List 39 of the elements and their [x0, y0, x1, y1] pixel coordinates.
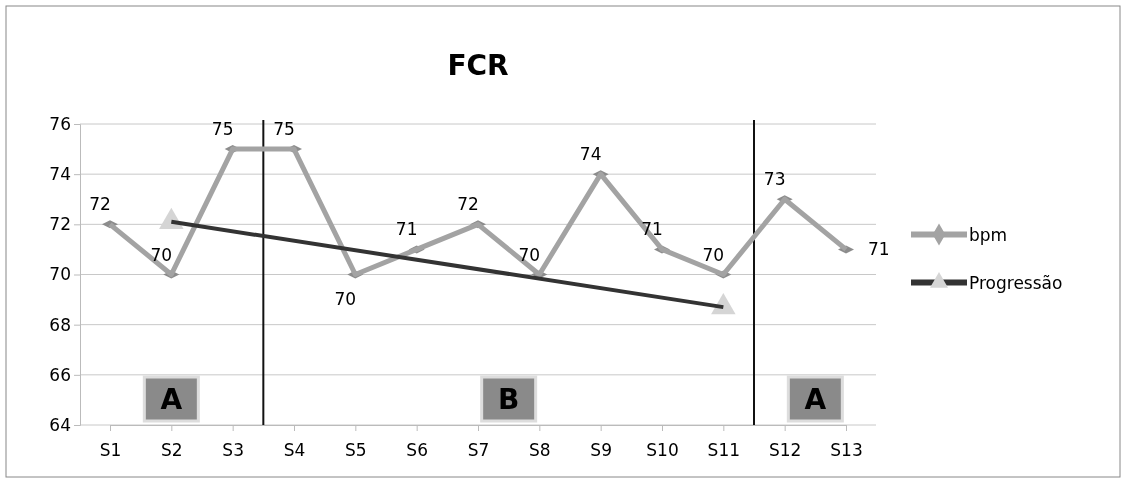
- x-tick-label: S7: [467, 440, 490, 461]
- data-label: 72: [89, 194, 111, 215]
- data-label: 74: [579, 144, 602, 165]
- data-label: 70: [518, 244, 541, 265]
- data-label: 72: [457, 194, 479, 215]
- x-tick-label: S6: [406, 440, 428, 461]
- x-tick-label: S12: [768, 440, 802, 461]
- data-label: 71: [868, 239, 890, 260]
- x-tick-label: S9: [590, 440, 612, 461]
- data-label: 73: [763, 169, 786, 190]
- x-tick-label: S13: [830, 440, 863, 461]
- legend-label: bpm: [969, 224, 1008, 245]
- x-tick-label: S1: [99, 440, 122, 461]
- x-tick-label: S5: [345, 440, 367, 461]
- annotation: A: [804, 383, 827, 416]
- y-tick-label: 72: [49, 214, 71, 235]
- x-tick-label: S8: [529, 440, 551, 461]
- annotation: A: [160, 383, 183, 416]
- data-label: 70: [702, 244, 725, 265]
- annotation: B: [497, 383, 520, 416]
- y-tick-label: 66: [49, 364, 71, 385]
- x-tick-label: S2: [161, 440, 183, 461]
- data-label: 75: [211, 119, 234, 140]
- y-tick-label: 76: [49, 113, 71, 134]
- y-tick-label: 64: [49, 414, 71, 435]
- y-tick-label: 74: [49, 164, 71, 185]
- y-tick-label: 70: [49, 264, 71, 285]
- x-tick-label: S4: [283, 440, 306, 461]
- chart-title: FCR: [447, 49, 509, 82]
- x-tick-label: S3: [222, 440, 244, 461]
- data-label: 71: [395, 219, 418, 240]
- legend-label: Progressão: [969, 272, 1063, 293]
- y-tick-label: 68: [49, 314, 71, 335]
- data-label: 71: [641, 219, 663, 240]
- x-tick-label: S11: [707, 440, 741, 461]
- data-label: 75: [273, 119, 295, 140]
- data-label: 70: [334, 288, 357, 309]
- x-tick-label: S10: [646, 440, 679, 461]
- data-label: 70: [150, 244, 173, 265]
